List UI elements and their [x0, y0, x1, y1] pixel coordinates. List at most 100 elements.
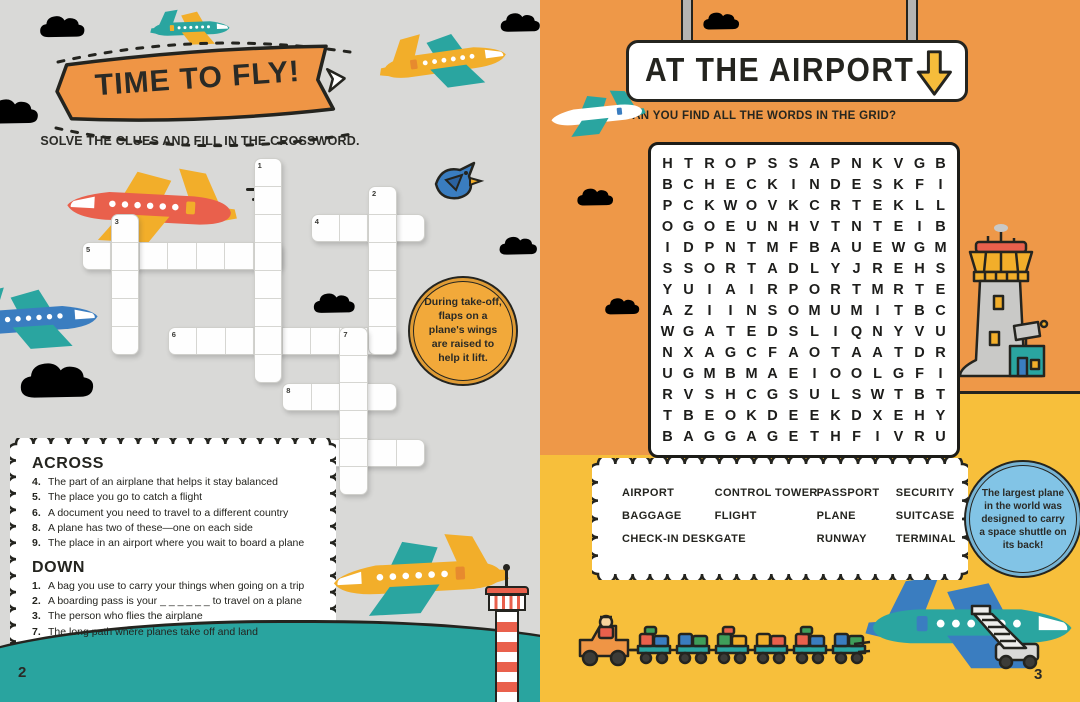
wordsearch-letter[interactable]: K: [893, 176, 904, 193]
crossword-cell[interactable]: [339, 215, 367, 242]
crossword-cell[interactable]: [111, 242, 139, 270]
wordsearch-letter[interactable]: P: [662, 197, 673, 214]
wordsearch-letter[interactable]: I: [707, 302, 712, 319]
wordsearch-letter[interactable]: I: [812, 365, 817, 382]
crossword-cell[interactable]: [340, 438, 367, 466]
wordsearch-letter[interactable]: O: [724, 155, 737, 172]
crossword-cell[interactable]: 6: [169, 328, 196, 354]
wordsearch-letter[interactable]: I: [665, 239, 670, 256]
wordsearch-letter[interactable]: H: [725, 386, 736, 403]
crossword-word-1[interactable]: 1: [253, 158, 283, 383]
wordsearch-letter[interactable]: U: [809, 386, 820, 403]
wordsearch-letter[interactable]: I: [728, 302, 733, 319]
wordsearch-letter[interactable]: T: [852, 281, 861, 298]
wordsearch-letter[interactable]: M: [850, 302, 863, 319]
wordsearch-letter[interactable]: T: [831, 344, 840, 361]
wordsearch-letter[interactable]: B: [725, 365, 736, 382]
wordsearch-letter[interactable]: R: [914, 428, 925, 445]
wordsearch-letter[interactable]: B: [935, 155, 946, 172]
wordsearch-letter[interactable]: V: [809, 218, 820, 235]
wordsearch-letter[interactable]: E: [893, 218, 904, 235]
crossword-cell[interactable]: [138, 243, 167, 270]
crossword-cell[interactable]: [281, 327, 310, 354]
wordsearch-letter[interactable]: A: [683, 428, 694, 445]
crossword-cell[interactable]: [369, 325, 396, 354]
wordsearch-letter[interactable]: D: [788, 260, 799, 277]
crossword-cell[interactable]: 3: [112, 215, 139, 242]
crossword-cell[interactable]: [167, 243, 195, 270]
wordsearch-letter[interactable]: S: [683, 260, 694, 277]
wordsearch-letter[interactable]: U: [662, 365, 673, 382]
wordsearch-letter[interactable]: A: [767, 260, 778, 277]
wordsearch-letter[interactable]: Y: [893, 323, 904, 340]
wordsearch-letter[interactable]: F: [852, 428, 861, 445]
crossword-cell[interactable]: [338, 327, 367, 354]
wordsearch-letter[interactable]: R: [725, 260, 736, 277]
wordsearch-letter[interactable]: O: [703, 218, 716, 235]
crossword-cell[interactable]: [196, 327, 224, 354]
crossword-cell[interactable]: [338, 383, 367, 410]
wordsearch-letter[interactable]: D: [767, 323, 778, 340]
wordsearch-letter[interactable]: G: [682, 365, 695, 382]
wordsearch-letter[interactable]: C: [746, 386, 757, 403]
wordsearch-letter[interactable]: T: [726, 323, 735, 340]
wordsearch-letter[interactable]: O: [808, 281, 821, 298]
wordsearch-letter[interactable]: E: [788, 428, 799, 445]
wordsearch-letter[interactable]: U: [683, 281, 694, 298]
wordsearch-letter[interactable]: A: [725, 281, 736, 298]
wordsearch-letter[interactable]: O: [829, 365, 842, 382]
wordsearch-letter[interactable]: I: [791, 176, 796, 193]
wordsearch-letter[interactable]: E: [788, 407, 799, 424]
wordsearch-letter[interactable]: R: [893, 281, 904, 298]
wordsearch-letter[interactable]: U: [935, 428, 946, 445]
wordsearch-letter[interactable]: Y: [830, 260, 841, 277]
wordsearch-letter[interactable]: T: [831, 218, 840, 235]
wordsearch-letter[interactable]: A: [746, 428, 757, 445]
crossword-cell[interactable]: [111, 270, 139, 298]
wordsearch-letter[interactable]: O: [724, 407, 737, 424]
crossword-word-4[interactable]: 4: [310, 214, 426, 243]
wordsearch-letter[interactable]: A: [788, 344, 799, 361]
wordsearch-letter[interactable]: P: [830, 155, 841, 172]
crossword-cell[interactable]: 4: [312, 215, 339, 241]
wordsearch-letter[interactable]: F: [768, 344, 777, 361]
crossword-cell[interactable]: [111, 297, 139, 326]
wordsearch-letter[interactable]: N: [746, 302, 757, 319]
wordsearch-letter[interactable]: V: [893, 428, 904, 445]
wordsearch-letter[interactable]: M: [871, 281, 884, 298]
crossword-cell[interactable]: [254, 353, 282, 382]
wordsearch-letter[interactable]: E: [935, 281, 946, 298]
wordsearch-letter[interactable]: E: [872, 239, 883, 256]
crossword-cell[interactable]: [367, 440, 395, 467]
wordsearch-letter[interactable]: K: [872, 155, 883, 172]
wordsearch-letter[interactable]: I: [707, 281, 712, 298]
wordsearch-letter[interactable]: Z: [684, 302, 693, 319]
wordsearch-letter[interactable]: I: [875, 428, 880, 445]
wordsearch-letter[interactable]: G: [703, 428, 716, 445]
wordsearch-letter[interactable]: Y: [935, 407, 946, 424]
wordsearch-letter[interactable]: O: [787, 302, 800, 319]
wordsearch-letter[interactable]: S: [788, 386, 799, 403]
wordsearch-letter[interactable]: T: [747, 239, 756, 256]
wordsearch-letter[interactable]: K: [767, 176, 778, 193]
wordsearch-letter[interactable]: E: [746, 323, 757, 340]
wordsearch-letter[interactable]: R: [662, 386, 673, 403]
wordsearch-letter[interactable]: C: [746, 176, 757, 193]
wordsearch-letter[interactable]: Y: [662, 281, 673, 298]
crossword-word-7[interactable]: 7: [339, 326, 368, 496]
crossword-cell[interactable]: [369, 241, 396, 270]
wordsearch-letter[interactable]: O: [703, 260, 716, 277]
wordsearch-letter[interactable]: N: [851, 155, 862, 172]
wordsearch-letter[interactable]: C: [935, 302, 946, 319]
wordsearch-letter[interactable]: P: [788, 281, 799, 298]
wordsearch-letter[interactable]: V: [767, 197, 778, 214]
crossword-cell[interactable]: [367, 383, 395, 410]
wordsearch-letter[interactable]: L: [831, 386, 840, 403]
wordsearch-letter[interactable]: G: [682, 323, 695, 340]
wordsearch-letter[interactable]: J: [852, 260, 861, 277]
wordsearch-letter[interactable]: U: [935, 323, 946, 340]
wordsearch-letter[interactable]: R: [872, 260, 883, 277]
crossword-cell[interactable]: [340, 410, 367, 438]
crossword-cell[interactable]: [340, 466, 367, 494]
wordsearch-letter[interactable]: S: [767, 302, 778, 319]
